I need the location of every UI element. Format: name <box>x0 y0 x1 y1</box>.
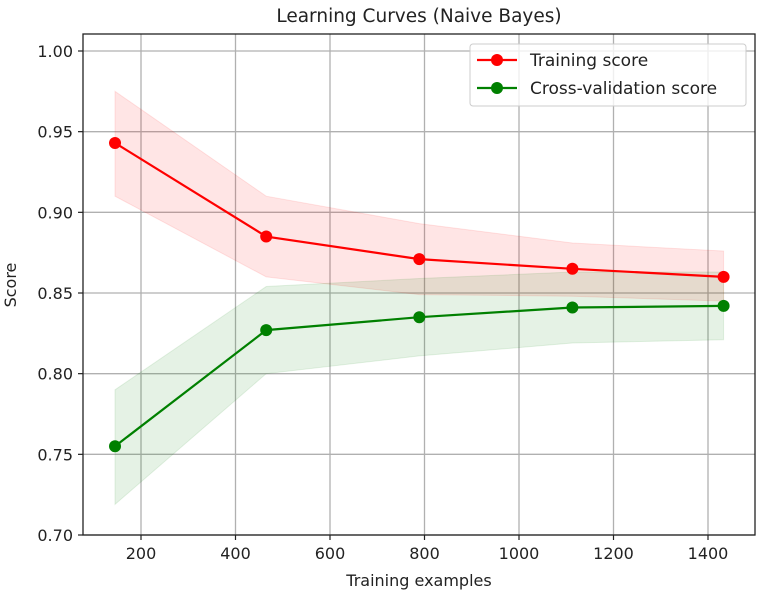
x-axis-label: Training examples <box>345 571 491 590</box>
y-tick-label: 0.70 <box>37 526 73 545</box>
y-tick-label: 1.00 <box>37 42 73 61</box>
legend-box <box>469 43 747 107</box>
data-point-marker <box>566 301 579 314</box>
x-tick-label: 1200 <box>593 544 634 563</box>
y-tick-label: 0.90 <box>37 203 73 222</box>
y-tick-label: 0.80 <box>37 365 73 384</box>
data-point-marker <box>260 324 273 337</box>
legend-marker-swatch <box>491 54 503 66</box>
legend-label: Training score <box>529 51 648 71</box>
x-axis-ticks: 200 400 600 800 1000 1200 1400 <box>126 535 729 563</box>
x-tick-label: 200 <box>126 544 157 563</box>
data-point-marker <box>717 270 730 283</box>
y-axis-label: Score <box>1 263 20 308</box>
y-tick-label: 0.95 <box>37 123 73 142</box>
data-point-marker <box>109 440 122 453</box>
x-tick-label: 1400 <box>688 544 729 563</box>
data-series <box>109 136 730 453</box>
x-tick-label: 800 <box>409 544 440 563</box>
x-tick-label: 600 <box>315 544 346 563</box>
x-tick-label: 1000 <box>499 544 540 563</box>
data-point-marker <box>413 311 426 324</box>
legend-item-1: Cross-validation score <box>477 79 717 99</box>
chart-title: Learning Curves (Naive Bayes) <box>276 6 561 27</box>
data-point-marker <box>717 299 730 312</box>
legend: Training score Cross-validation score <box>469 43 747 107</box>
legend-label: Cross-validation score <box>530 79 717 99</box>
data-point-marker <box>260 230 273 243</box>
y-tick-label: 0.85 <box>37 284 73 303</box>
y-tick-label: 0.75 <box>37 445 73 464</box>
data-point-marker <box>413 253 426 266</box>
plot-area-frame <box>82 33 756 536</box>
y-axis-ticks: 0.70 0.75 0.80 0.85 0.90 0.95 1.00 <box>37 42 83 545</box>
data-point-marker <box>109 136 122 149</box>
data-point-marker <box>566 262 579 275</box>
legend-marker-swatch <box>491 82 503 94</box>
confidence-bands <box>114 90 725 506</box>
legend-item-0: Training score <box>477 51 648 71</box>
band-series-0 <box>114 90 725 302</box>
x-tick-label: 400 <box>220 544 251 563</box>
